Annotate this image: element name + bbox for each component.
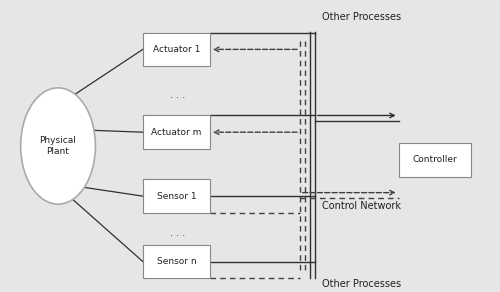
Text: Sensor n: Sensor n: [156, 257, 196, 266]
Bar: [398, 143, 471, 177]
Text: Controller: Controller: [412, 155, 457, 164]
Text: Actuator 1: Actuator 1: [153, 45, 200, 54]
Bar: [143, 33, 210, 66]
Text: Control Network: Control Network: [322, 201, 402, 211]
Bar: [143, 179, 210, 213]
Text: . . .: . . .: [170, 90, 186, 100]
Ellipse shape: [20, 88, 96, 204]
Text: Other Processes: Other Processes: [322, 279, 402, 289]
Bar: [143, 115, 210, 149]
Text: . . .: . . .: [170, 228, 186, 238]
Text: Sensor 1: Sensor 1: [156, 192, 196, 201]
Text: Other Processes: Other Processes: [322, 12, 402, 22]
Text: Physical
Plant: Physical Plant: [40, 136, 76, 156]
Text: Actuator m: Actuator m: [152, 128, 202, 137]
Bar: [143, 245, 210, 278]
